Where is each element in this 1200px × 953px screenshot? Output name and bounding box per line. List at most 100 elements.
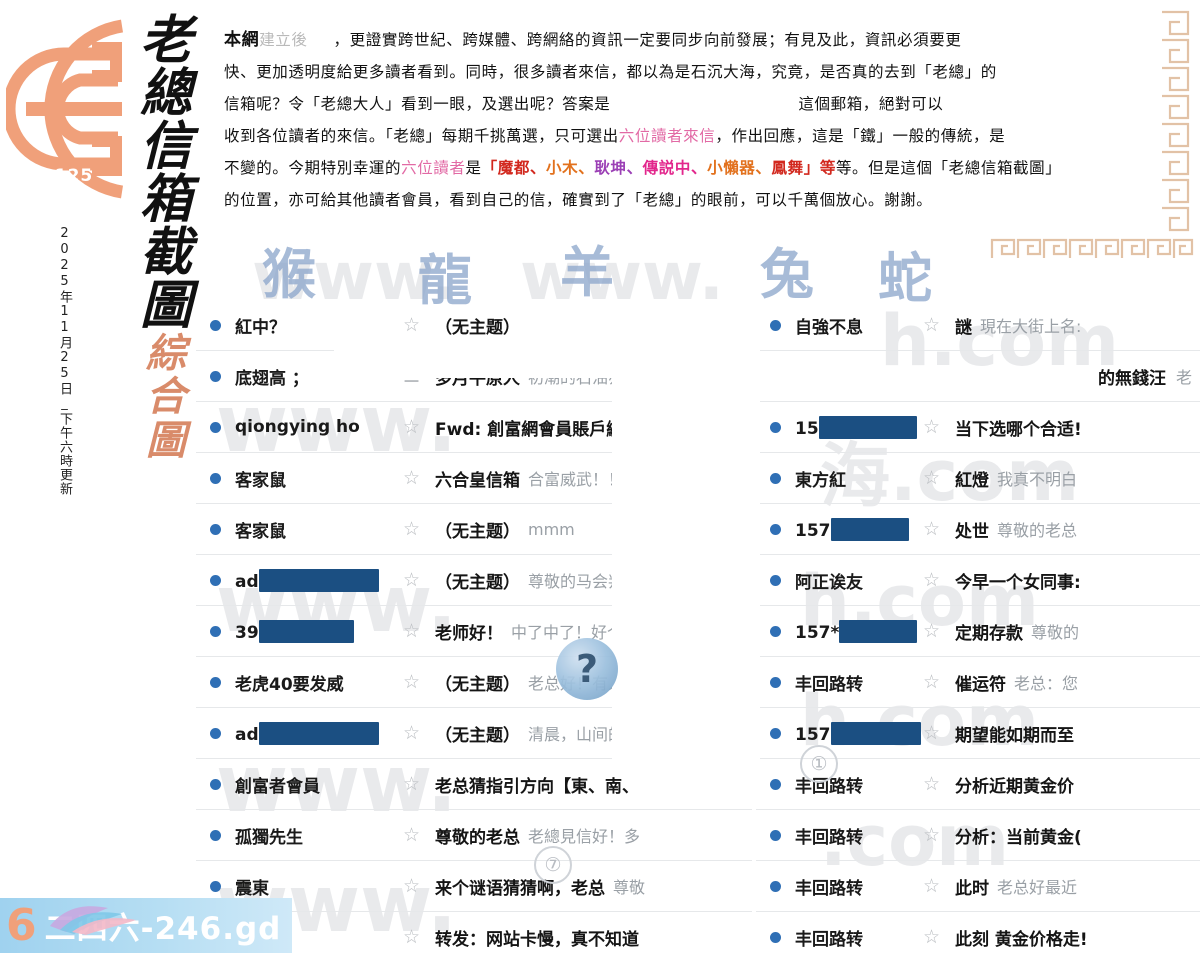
unread-dot-icon bbox=[210, 778, 221, 790]
unread-dot-icon bbox=[770, 472, 781, 484]
mail-subject: 今早一个女同事: bbox=[955, 572, 1081, 593]
meander-border-horizontal bbox=[988, 236, 1196, 262]
mail-snippet: mmm bbox=[528, 519, 575, 539]
table-row-continuation[interactable]: 的無錢汪 老 bbox=[756, 351, 1200, 402]
star-icon[interactable]: ☆ bbox=[403, 925, 421, 948]
star-icon[interactable]: ☆ bbox=[403, 619, 421, 642]
masthead-char-6: 圖 bbox=[139, 275, 192, 337]
masthead-char-3: 信 bbox=[139, 116, 192, 178]
article-line5-a: 不變的。今期特別幸運的 bbox=[224, 159, 402, 177]
redaction-bar bbox=[258, 619, 354, 643]
table-row[interactable]: 丰回路转 ☆ 分析近期黄金价 bbox=[756, 759, 1200, 810]
table-row[interactable]: 丰回路转 ☆ 此刻 黄金价格走! bbox=[756, 912, 1200, 953]
mail-snippet: 我真不明白 bbox=[997, 470, 1078, 489]
mail-sender: 157* bbox=[795, 619, 923, 643]
star-icon[interactable]: ☆ bbox=[403, 721, 421, 744]
table-row[interactable]: 丰回路转 ☆ 催运符 老总：您 bbox=[756, 657, 1200, 708]
question-mark-badge-icon: ? bbox=[556, 638, 618, 700]
star-icon[interactable]: ☆ bbox=[403, 517, 421, 540]
star-icon[interactable]: ☆ bbox=[403, 313, 421, 336]
star-icon[interactable]: ☆ bbox=[923, 823, 941, 846]
star-icon[interactable]: ☆ bbox=[403, 568, 421, 591]
star-icon[interactable]: ☆ bbox=[923, 313, 941, 336]
winner-5: 小懶器 bbox=[707, 158, 756, 177]
star-icon[interactable]: ☆ bbox=[923, 466, 941, 489]
mail-subject: 处世 bbox=[955, 521, 989, 542]
table-row[interactable]: 丰回路转 ☆ 此时 老总好最近 bbox=[756, 861, 1200, 912]
redaction-bar bbox=[818, 415, 917, 439]
article-line-1: 本網建立後 ，更證實跨世紀、跨媒體、跨網絡的資訊一定要同步向前發展；有見及此，資訊… bbox=[224, 24, 1160, 56]
mail-subject: 转发：网站卡慢，真不知道 bbox=[435, 929, 639, 950]
table-row[interactable]: qiongying ho ☆ Fwd: 創富網會員賬戶繳費 bbox=[196, 402, 752, 453]
table-row[interactable]: 阿正诶友 ☆ 今早一个女同事: bbox=[756, 555, 1200, 606]
mail-subject: 六合皇信箱 bbox=[435, 470, 520, 491]
mail-sender: 丰回路转 bbox=[795, 776, 863, 797]
mail-sender: 紅中？ bbox=[235, 317, 286, 338]
star-icon[interactable]: ☆ bbox=[923, 874, 941, 897]
unread-dot-icon bbox=[770, 676, 781, 688]
table-row[interactable]: 創富者會員 ☆ 老总猜指引方向【東、南、 bbox=[196, 759, 752, 810]
mail-subject: 尊敬的老总 bbox=[435, 827, 520, 848]
star-icon[interactable]: ☆ bbox=[923, 619, 941, 642]
table-row[interactable]: 157* ☆ 定期存款 尊敬的 bbox=[756, 606, 1200, 657]
mail-sender: 東方紅 bbox=[795, 470, 846, 491]
table-row[interactable]: 39 ☆ 老师好！ 中了中了！好个九 bbox=[196, 606, 752, 657]
unread-dot-icon bbox=[210, 421, 221, 433]
table-row[interactable]: 15 ☆ 当下选哪个合适! bbox=[756, 402, 1200, 453]
mail-sender: 自強不息 bbox=[795, 317, 863, 338]
unread-dot-icon bbox=[770, 727, 781, 739]
star-icon[interactable]: ☆ bbox=[923, 721, 941, 744]
star-icon[interactable]: ☆ bbox=[403, 466, 421, 489]
star-icon[interactable]: ☆ bbox=[403, 823, 421, 846]
star-icon[interactable]: ☆ bbox=[923, 568, 941, 591]
mail-subject: 紅燈 bbox=[955, 470, 989, 491]
star-icon[interactable]: ☆ bbox=[403, 670, 421, 693]
table-row[interactable]: 157 ☆ 处世 尊敬的老总 bbox=[756, 504, 1200, 555]
mail-subject: 来个谜语猜猜啊，老总 bbox=[435, 878, 605, 899]
star-icon[interactable]: ☆ bbox=[403, 772, 421, 795]
winner-1: 魔都 bbox=[497, 158, 530, 177]
unread-dot-icon bbox=[770, 574, 781, 586]
zodiac-char-goat: 羊 bbox=[560, 240, 614, 304]
star-icon[interactable]: ☆ bbox=[403, 415, 421, 438]
mail-subject: 老师好！ bbox=[435, 623, 503, 644]
table-row[interactable]: 客家鼠 ☆ （无主题） mmm bbox=[196, 504, 752, 555]
table-row[interactable]: 東方紅 ☆ 紅燈 我真不明白 bbox=[756, 453, 1200, 504]
star-icon[interactable]: ☆ bbox=[923, 925, 941, 948]
table-row[interactable]: 自強不息 ☆ 謎 現在大街上名: bbox=[756, 300, 1200, 351]
masthead-char-2: 總 bbox=[139, 63, 192, 125]
redaction-bar bbox=[839, 619, 918, 643]
unread-dot-icon bbox=[210, 370, 221, 382]
mail-sender: 39 bbox=[235, 619, 403, 643]
unread-dot-icon bbox=[210, 676, 221, 688]
mail-subject: 謎 bbox=[955, 317, 972, 338]
mail-subject: 分析：当前黄金( bbox=[955, 827, 1082, 848]
mail-subject: （无主题） bbox=[435, 317, 520, 338]
star-icon[interactable]: ☆ bbox=[403, 874, 421, 897]
article-line-4: 收到各位讀者的來信。「老總」每期千挑萬選，只可選出六位讀者來信，作出回應，這是「… bbox=[224, 120, 1160, 152]
article-line-6: 的位置，亦可給其他讀者會員，看到自己的信，確實到了「老總」的眼前，可以千萬個放心… bbox=[224, 191, 933, 209]
mail-subject: 定期存款 bbox=[955, 623, 1023, 644]
unread-dot-icon bbox=[770, 880, 781, 892]
star-icon[interactable]: ☆ bbox=[923, 415, 941, 438]
mail-subject: 期望能如期而至 bbox=[955, 725, 1074, 746]
winner-4: 傳説中 bbox=[642, 158, 691, 177]
star-icon[interactable]: ☆ bbox=[923, 670, 941, 693]
unread-dot-icon bbox=[210, 472, 221, 484]
star-icon[interactable]: ☆ bbox=[923, 772, 941, 795]
article-line5-highlight: 六位讀者 bbox=[401, 159, 466, 177]
mail-sender: 157 bbox=[795, 517, 923, 541]
star-icon[interactable]: ☆ bbox=[923, 517, 941, 540]
mail-subject: 的無錢汪 bbox=[1097, 368, 1166, 389]
unread-dot-icon bbox=[770, 625, 781, 637]
mail-sender: 丰回路转 bbox=[795, 929, 863, 950]
table-row[interactable]: 孤獨先生 ☆ 尊敬的老总 老總見信好！多 bbox=[196, 810, 752, 861]
table-row[interactable]: 丰回路转 ☆ 分析：当前黄金( bbox=[756, 810, 1200, 861]
article-line4-highlight: 六位讀者來信 bbox=[618, 127, 716, 145]
table-row[interactable]: 震東 ☆ 来个谜语猜猜啊，老总 尊敬 bbox=[196, 861, 752, 912]
masthead-char-5: 截 bbox=[139, 222, 192, 284]
zodiac-char-rabbit: 兔 bbox=[760, 242, 814, 306]
table-row[interactable]: 157 ☆ 期望能如期而至 bbox=[756, 708, 1200, 759]
emblem-number: 125 bbox=[54, 166, 94, 186]
